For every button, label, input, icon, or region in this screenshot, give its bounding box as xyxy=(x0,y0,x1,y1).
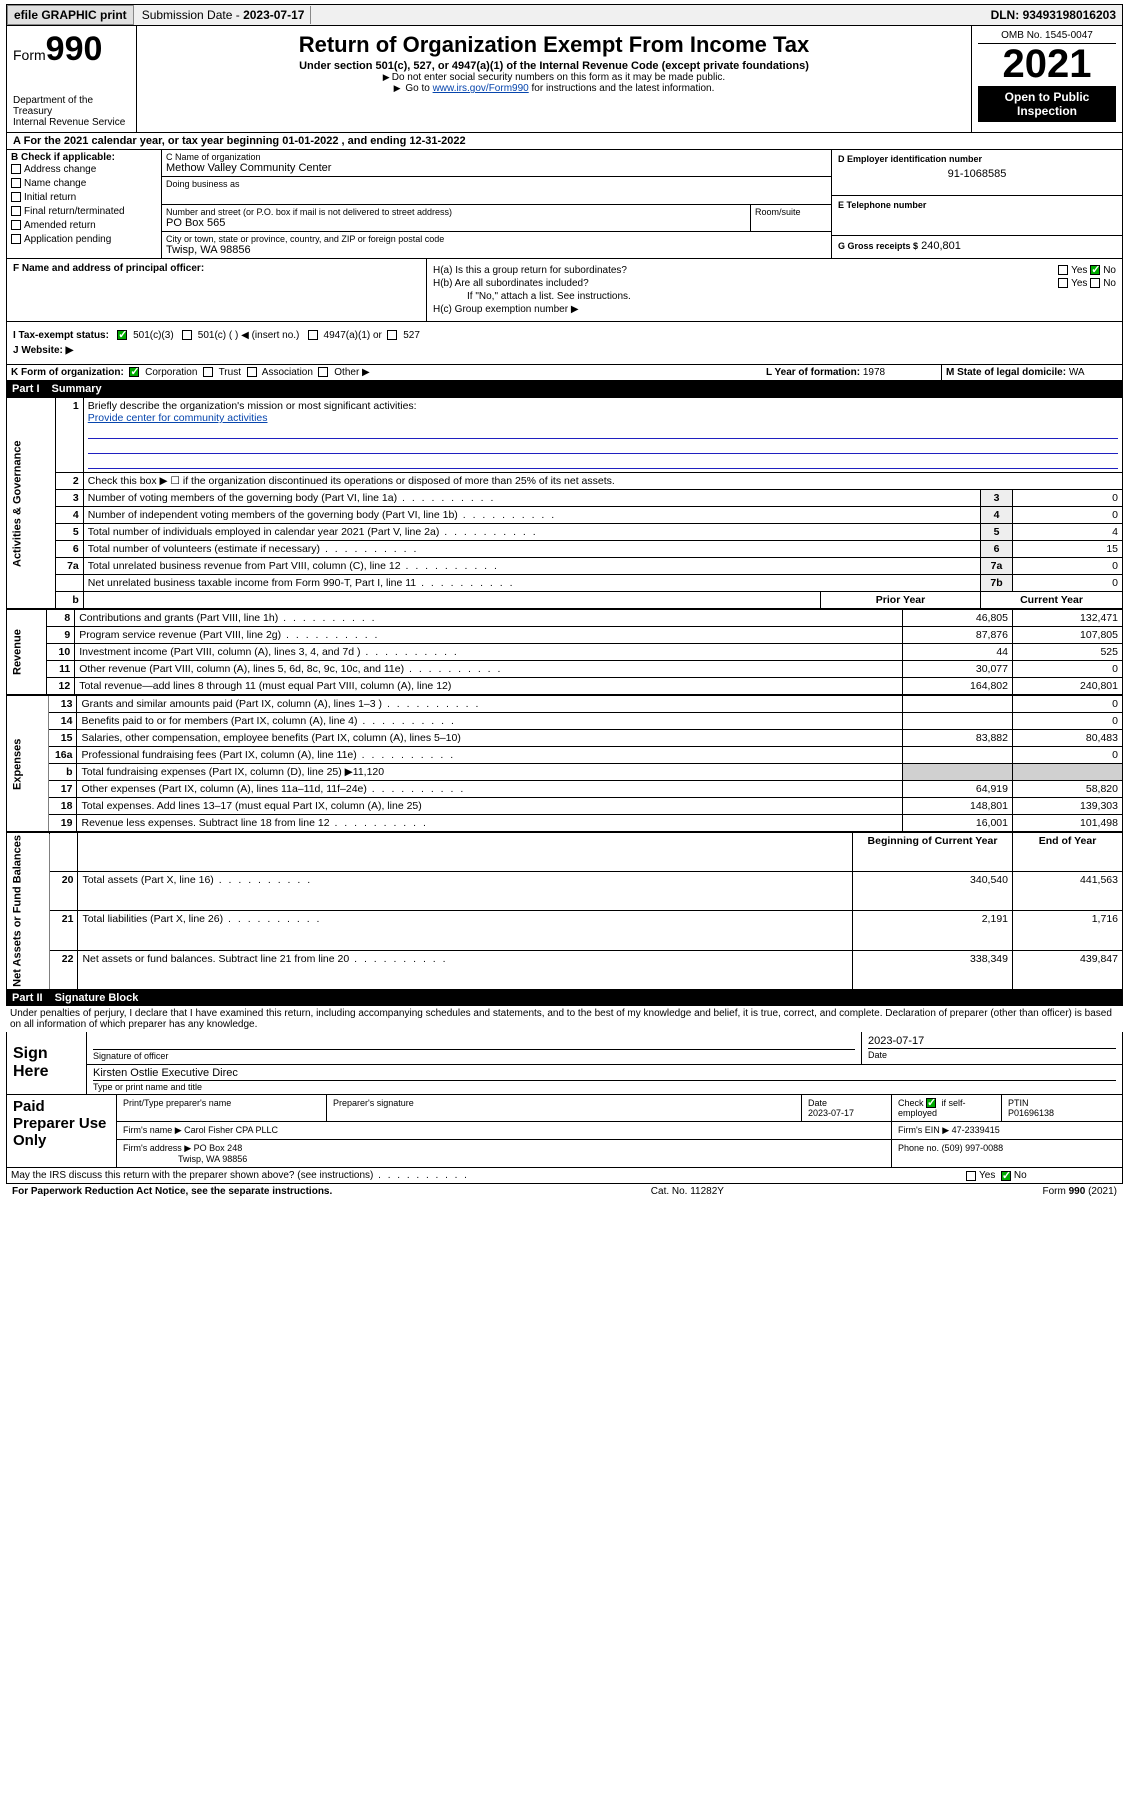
page-footer: For Paperwork Reduction Act Notice, see … xyxy=(6,1184,1123,1199)
form-title: Return of Organization Exempt From Incom… xyxy=(143,32,965,58)
org-name: Methow Valley Community Center xyxy=(166,162,827,174)
sign-here-label: Sign Here xyxy=(7,1032,87,1094)
paid-preparer-label: Paid Preparer Use Only xyxy=(7,1095,117,1168)
submission-date: Submission Date - 2023-07-17 xyxy=(136,6,312,24)
part1-bar: Part ISummary xyxy=(6,381,1123,397)
phone-label: E Telephone number xyxy=(838,200,1116,210)
website-line: J Website: ▶ xyxy=(13,345,1116,356)
form-of-org: K Form of organization: Corporation Trus… xyxy=(7,365,762,380)
street-address: PO Box 565 xyxy=(166,217,746,229)
city-label: City or town, state or province, country… xyxy=(166,234,827,244)
open-to-public: Open to Public Inspection xyxy=(978,86,1116,122)
officer-name: Kirsten Ostlie Executive Direc xyxy=(93,1067,1116,1079)
irs-discuss: May the IRS discuss this return with the… xyxy=(11,1170,469,1181)
gross-receipts-label: G Gross receipts $ xyxy=(838,241,918,251)
summary-table: Activities & Governance 1 Briefly descri… xyxy=(6,397,1123,609)
irs-label: Internal Revenue Service xyxy=(13,117,130,128)
tax-exempt-status: I Tax-exempt status: 501(c)(3) 501(c) ( … xyxy=(13,330,1116,341)
signature-block: Sign Here Signature of officer 2023-07-1… xyxy=(6,1032,1123,1169)
vlabel-governance: Activities & Governance xyxy=(7,398,56,609)
state-domicile: M State of legal domicile: WA xyxy=(942,365,1122,380)
org-name-label: C Name of organization xyxy=(166,152,827,162)
section-h: H(a) Is this a group return for subordin… xyxy=(427,259,1122,321)
city-state-zip: Twisp, WA 98856 xyxy=(166,244,827,256)
room-suite-label: Room/suite xyxy=(751,205,831,231)
section-f: F Name and address of principal officer: xyxy=(7,259,427,321)
form-subtitle: Under section 501(c), 527, or 4947(a)(1)… xyxy=(143,60,965,72)
mission-text[interactable]: Provide center for community activities xyxy=(88,412,268,424)
instructions-link-line: Go to www.irs.gov/Form990 for instructio… xyxy=(143,83,965,94)
ein-label: D Employer identification number xyxy=(838,154,1116,164)
vlabel-expenses: Expenses xyxy=(7,696,49,832)
form990-link[interactable]: www.irs.gov/Form990 xyxy=(433,83,529,94)
street-label: Number and street (or P.O. box if mail i… xyxy=(166,207,746,217)
gross-receipts-value: 240,801 xyxy=(921,240,961,252)
ssn-note: Do not enter social security numbers on … xyxy=(143,72,965,83)
section-b: B Check if applicable: Address change Na… xyxy=(7,150,162,258)
dln: DLN: 93493198016203 xyxy=(985,6,1122,24)
ein-value: 91-1068585 xyxy=(838,168,1116,180)
dept-treasury: Department of the Treasury xyxy=(13,95,130,117)
form-number: Form990 xyxy=(13,30,130,69)
vlabel-revenue: Revenue xyxy=(7,610,47,695)
part2-bar: Part IISignature Block xyxy=(6,990,1123,1006)
vlabel-netassets: Net Assets or Fund Balances xyxy=(7,833,50,990)
tax-year: 2021 xyxy=(978,44,1116,84)
efile-print-button[interactable]: efile GRAPHIC print xyxy=(7,5,134,25)
dba-label: Doing business as xyxy=(166,179,827,189)
form-header: Form990 Department of the Treasury Inter… xyxy=(6,26,1123,133)
year-of-formation: L Year of formation: 1978 xyxy=(762,365,942,380)
period-line-a: A For the 2021 calendar year, or tax yea… xyxy=(6,133,1123,150)
top-toolbar: efile GRAPHIC print Submission Date - 20… xyxy=(6,4,1123,26)
perjury-declaration: Under penalties of perjury, I declare th… xyxy=(6,1006,1123,1032)
